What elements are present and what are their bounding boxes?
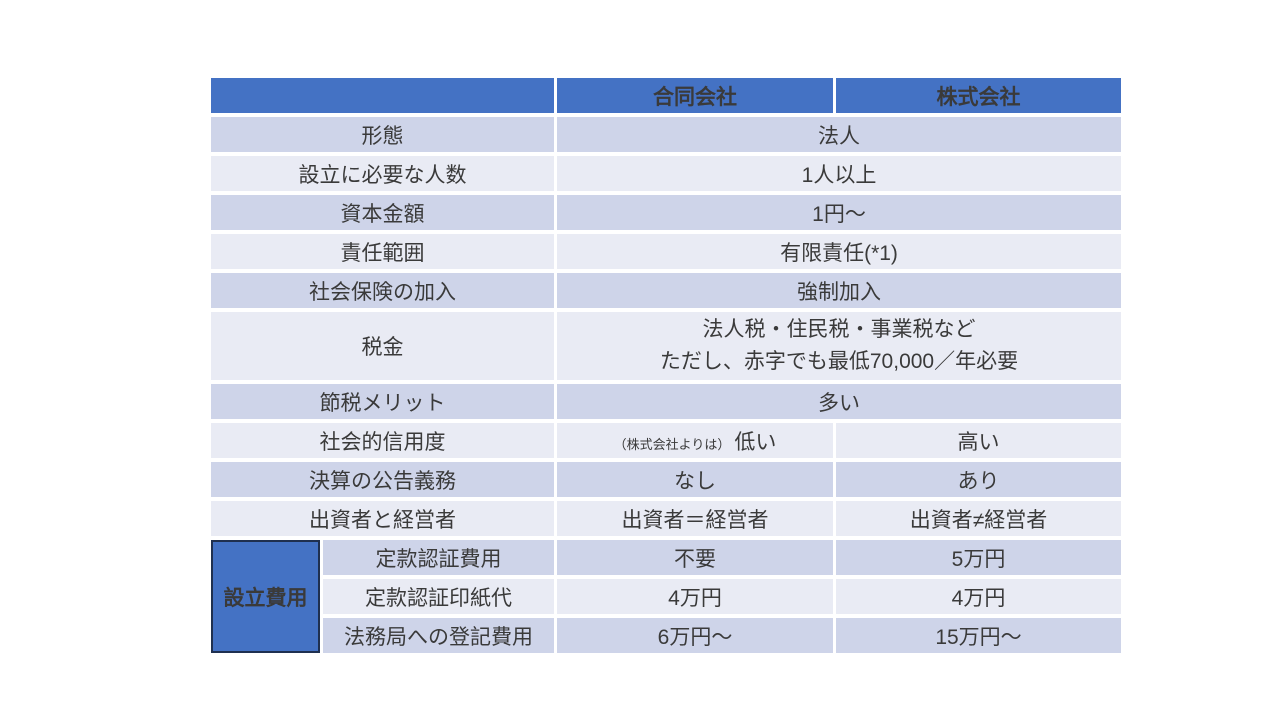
row-label-cell: 法務局への登記費用 xyxy=(323,618,554,653)
value-cell: なし xyxy=(557,462,833,497)
table-row: 社会保険の加入 強制加入 xyxy=(211,273,1121,308)
value-cell: あり xyxy=(836,462,1121,497)
value-cell: 4万円 xyxy=(836,579,1121,614)
value-text: 多い xyxy=(818,391,860,415)
value-cell: 法人 xyxy=(557,117,1121,152)
value-cell: 法人税・住民税・事業税などただし、赤字でも最低70,000／年必要 xyxy=(557,312,1121,380)
value-cell: （株式会社よりは） 低い xyxy=(557,423,833,458)
table-row: 出資者と経営者 出資者＝経営者 出資者≠経営者 xyxy=(211,501,1121,536)
value-text: 5万円 xyxy=(951,547,1006,571)
row-label-text: 出資者と経営者 xyxy=(309,508,456,532)
value-text: 出資者＝経営者 xyxy=(621,508,769,532)
header-cell-godo-kaisha: 合同会社 xyxy=(557,78,833,113)
value-line: 法人税・住民税・事業税など xyxy=(702,318,976,341)
value-text: あり xyxy=(957,469,1000,493)
table-row: 税金 法人税・住民税・事業税などただし、赤字でも最低70,000／年必要 xyxy=(211,312,1121,380)
value-small-prefix: （株式会社よりは） xyxy=(613,436,731,452)
value-text: 4万円 xyxy=(668,586,722,610)
value-cell: 出資者≠経営者 xyxy=(836,501,1121,536)
value-text: 4万円 xyxy=(951,586,1006,610)
value-cell: 5万円 xyxy=(836,540,1121,575)
table-row: 定款認証印紙代 4万円 4万円 xyxy=(211,579,1121,614)
table-row: 節税メリット 多い xyxy=(211,384,1121,419)
row-label-cell: 責任範囲 xyxy=(211,234,554,269)
row-label-text: 定款認証印紙代 xyxy=(365,586,512,610)
row-label-text: 節税メリット xyxy=(319,391,446,415)
row-label-cell: 設立に必要な人数 xyxy=(211,156,554,191)
company-comparison-table: 合同会社 株式会社 形態 法人設立に必要な人数 1人以上資本金額 1円〜責任範囲 有限責… xyxy=(208,74,1124,657)
value-cell: 6万円〜 xyxy=(557,618,833,653)
value-text: 高い xyxy=(957,430,1000,454)
row-label-text: 資本金額 xyxy=(340,202,425,226)
row-label-cell: 形態 xyxy=(211,117,554,152)
row-label-text: 形態 xyxy=(361,124,404,148)
value-text: 出資者≠経営者 xyxy=(909,508,1048,532)
row-label-text: 設立に必要な人数 xyxy=(298,163,467,187)
table-row: 形態 法人 xyxy=(211,117,1121,152)
value-line: ただし、赤字でも最低70,000／年必要 xyxy=(659,350,1019,373)
row-label-cell: 定款認証費用 xyxy=(323,540,554,575)
row-label-text: 定款認証費用 xyxy=(375,547,502,571)
row-label-text: 責任範囲 xyxy=(340,241,425,265)
table-row: 法務局への登記費用 6万円〜 15万円〜 xyxy=(211,618,1121,653)
value-text: 不要 xyxy=(674,547,716,571)
value-text: 低い xyxy=(734,430,777,454)
row-label-cell: 決算の公告義務 xyxy=(211,462,554,497)
row-label-text: 法務局への登記費用 xyxy=(344,625,533,649)
value-cell: 1円〜 xyxy=(557,195,1121,230)
group-label-text: 設立費用 xyxy=(223,586,308,610)
table-row: 責任範囲 有限責任(*1) xyxy=(211,234,1121,269)
table-row: 資本金額 1円〜 xyxy=(211,195,1121,230)
value-cell: 15万円〜 xyxy=(836,618,1121,653)
value-cell: 高い xyxy=(836,423,1121,458)
row-label-cell: 税金 xyxy=(211,312,554,380)
group-label-cell-setsuritsu-hiyou: 設立費用 xyxy=(211,540,320,653)
value-text: なし xyxy=(674,469,716,493)
header-row: 合同会社 株式会社 xyxy=(211,78,1121,113)
table-row: 社会的信用度 （株式会社よりは） 低い 高い xyxy=(211,423,1121,458)
value-text: 有限責任(*1) xyxy=(780,241,898,265)
row-label-cell: 節税メリット xyxy=(211,384,554,419)
value-text: 1人以上 xyxy=(801,163,877,187)
row-label-cell: 社会保険の加入 xyxy=(211,273,554,308)
value-text: 6万円〜 xyxy=(657,625,733,649)
row-label-cell: 資本金額 xyxy=(211,195,554,230)
value-text: 15万円〜 xyxy=(935,625,1022,649)
row-label-cell: 定款認証印紙代 xyxy=(323,579,554,614)
header-cell-kabushiki-kaisha: 株式会社 xyxy=(836,78,1121,113)
table-row: 設立に必要な人数 1人以上 xyxy=(211,156,1121,191)
value-text: 1円〜 xyxy=(812,202,866,226)
row-label-cell: 社会的信用度 xyxy=(211,423,554,458)
row-label-cell: 出資者と経営者 xyxy=(211,501,554,536)
table-row: 決算の公告義務 なし あり xyxy=(211,462,1121,497)
value-cell: 強制加入 xyxy=(557,273,1121,308)
value-cell: 1人以上 xyxy=(557,156,1121,191)
value-cell: 4万円 xyxy=(557,579,833,614)
value-cell: 出資者＝経営者 xyxy=(557,501,833,536)
value-text: 法人 xyxy=(818,124,860,148)
value-cell: 不要 xyxy=(557,540,833,575)
row-label-text: 社会保険の加入 xyxy=(309,280,456,304)
value-text: 強制加入 xyxy=(797,280,881,304)
row-label-text: 社会的信用度 xyxy=(319,430,446,454)
row-label-text: 税金 xyxy=(361,336,404,359)
row-label-text: 決算の公告義務 xyxy=(309,469,456,493)
value-cell: 多い xyxy=(557,384,1121,419)
table-row: 設立費用 定款認証費用 不要 5万円 xyxy=(211,540,1121,653)
header-corner-cell xyxy=(211,78,554,113)
value-cell: 有限責任(*1) xyxy=(557,234,1121,269)
